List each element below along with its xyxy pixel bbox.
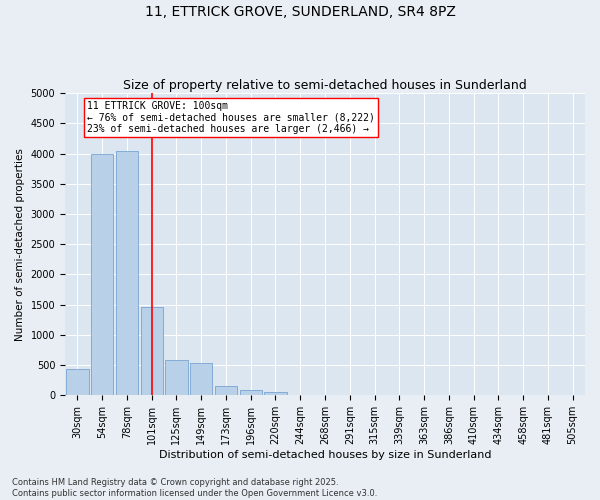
Bar (239, 390, 262, 396)
Text: 11 ETTRICK GROVE: 100sqm
← 76% of semi-detached houses are smaller (8,222)
23% o: 11 ETTRICK GROVE: 100sqm ← 76% of semi-d… (88, 101, 375, 134)
Bar (116, 150, 138, 396)
Bar (215, 386, 237, 396)
Bar (166, 360, 188, 396)
Bar (190, 364, 212, 396)
Bar (91, 154, 113, 396)
Y-axis label: Number of semi-detached properties: Number of semi-detached properties (15, 148, 25, 340)
Text: Contains HM Land Registry data © Crown copyright and database right 2025.
Contai: Contains HM Land Registry data © Crown c… (12, 478, 377, 498)
Title: Size of property relative to semi-detached houses in Sunderland: Size of property relative to semi-detach… (123, 79, 527, 92)
Bar (66, 370, 89, 396)
Bar (265, 392, 287, 396)
Text: 11, ETTRICK GROVE, SUNDERLAND, SR4 8PZ: 11, ETTRICK GROVE, SUNDERLAND, SR4 8PZ (145, 5, 455, 19)
X-axis label: Distribution of semi-detached houses by size in Sunderland: Distribution of semi-detached houses by … (159, 450, 491, 460)
Bar (140, 307, 163, 396)
